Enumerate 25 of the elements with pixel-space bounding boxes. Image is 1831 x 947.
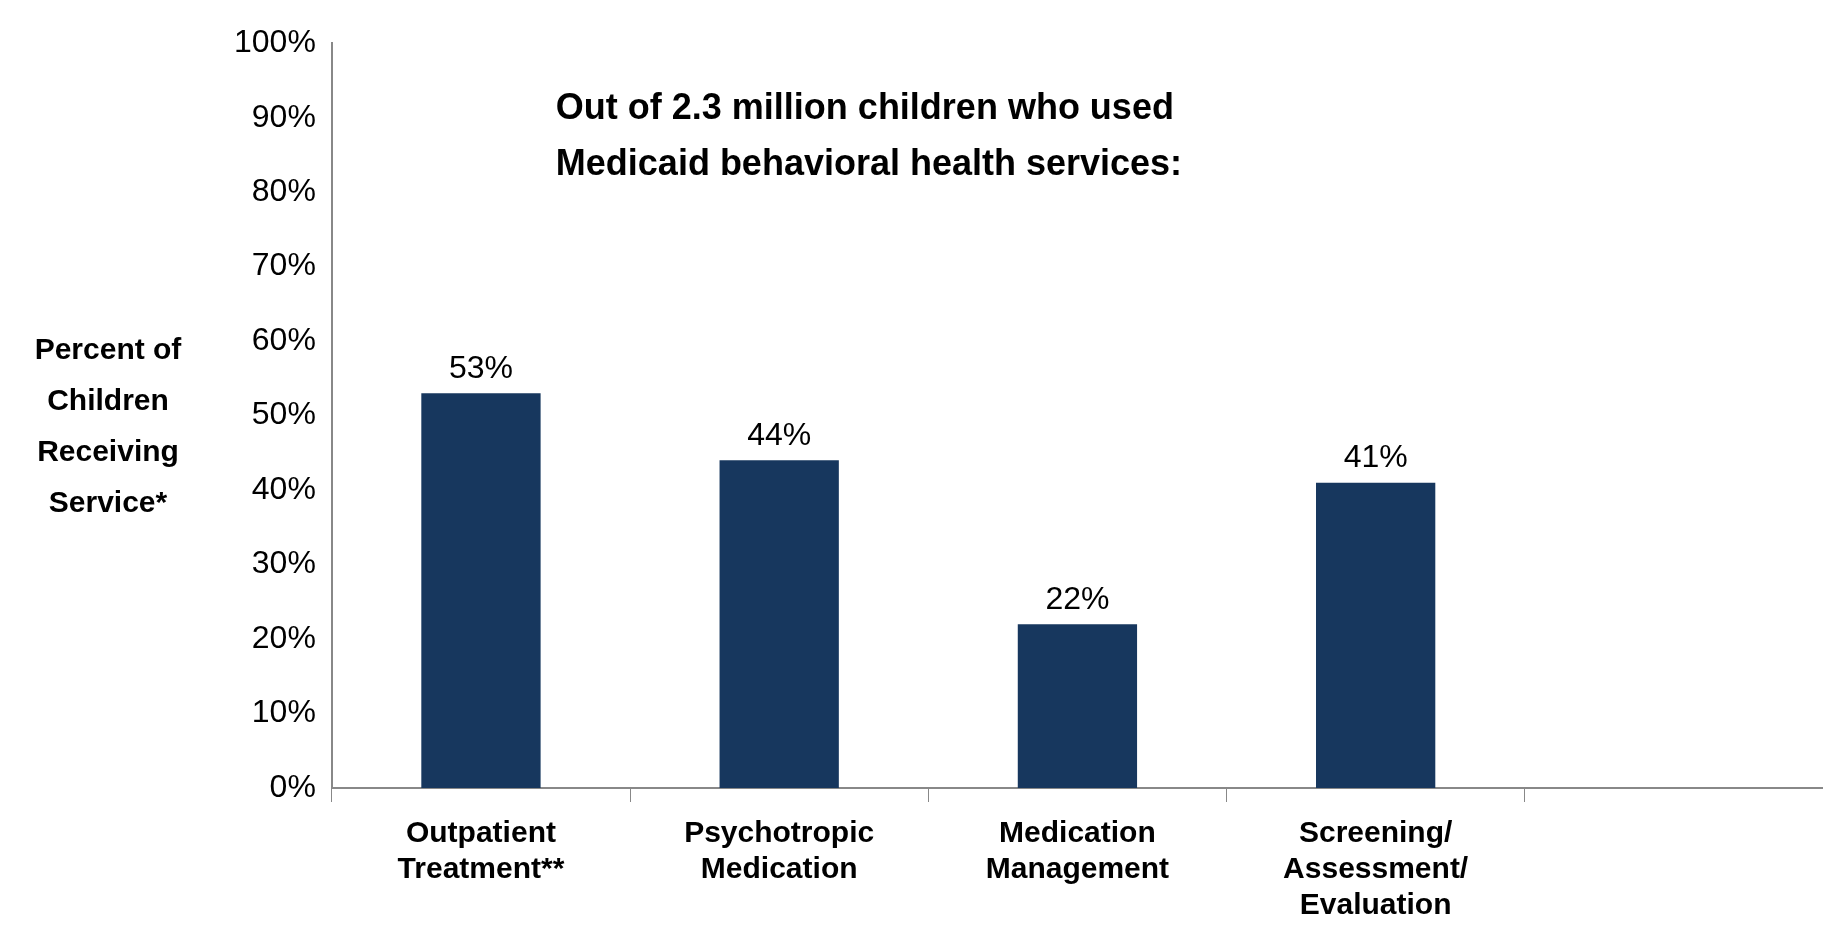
data-label: 53%	[448, 349, 513, 386]
text: Out of 2.3 million children who used Medicaid behavioral health services:	[555, 86, 1183, 184]
y-tick-label: 60%	[251, 320, 316, 357]
y-tick-label: 90%	[251, 97, 316, 134]
y-axis-title: Percent of Children Receiving Service*	[34, 331, 183, 518]
y-tick-label: 30%	[251, 544, 316, 581]
x-tick-label: Medication Management	[985, 815, 1170, 885]
y-tick-label: 70%	[251, 246, 316, 283]
y-tick-label: 10%	[251, 693, 316, 730]
x-tick-label: Outpatient Treatment**	[397, 815, 565, 885]
bar	[421, 393, 541, 788]
y-tick-label: 40%	[251, 469, 316, 506]
y-tick-label: 20%	[251, 618, 316, 655]
bar	[719, 460, 839, 788]
y-tick-label: 0%	[269, 767, 316, 804]
x-tick-label: Screening/ Assessment/ Evaluation	[1283, 815, 1469, 921]
data-label: 22%	[1045, 579, 1110, 616]
data-label: 44%	[747, 416, 812, 453]
y-tick-label: 100%	[234, 23, 316, 60]
y-tick-label: 80%	[251, 171, 316, 208]
bar	[1017, 624, 1138, 788]
y-tick-label: 50%	[251, 395, 316, 432]
data-label: 41%	[1343, 438, 1408, 475]
x-tick-label: Psychotropic Medication	[684, 815, 875, 885]
bar	[1316, 482, 1436, 788]
